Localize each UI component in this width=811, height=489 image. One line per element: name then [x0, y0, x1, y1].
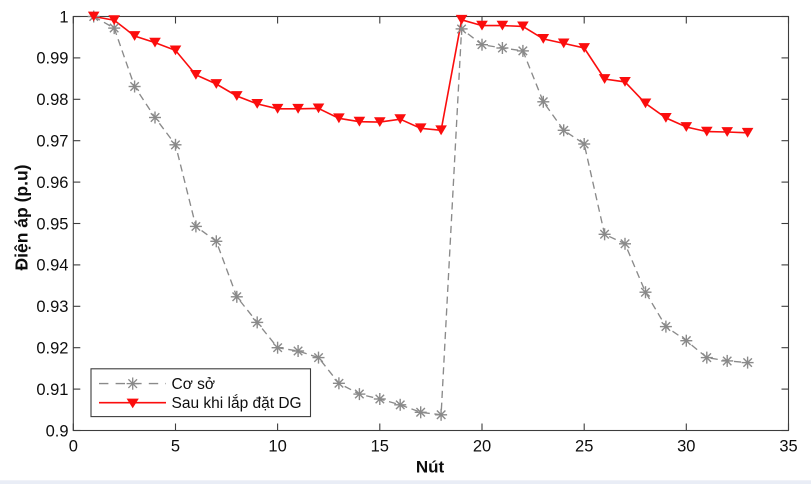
svg-text:0.92: 0.92 — [36, 340, 68, 358]
svg-text:0: 0 — [69, 437, 78, 455]
svg-text:35: 35 — [779, 437, 797, 455]
svg-text:0.91: 0.91 — [36, 381, 68, 399]
svg-text:5: 5 — [171, 437, 180, 455]
svg-text:30: 30 — [677, 437, 695, 455]
svg-text:Điện áp (p.u): Điện áp (p.u) — [12, 165, 32, 271]
svg-text:0.93: 0.93 — [36, 298, 68, 316]
svg-text:0.95: 0.95 — [36, 215, 68, 233]
svg-text:0.99: 0.99 — [36, 50, 68, 68]
svg-text:0.96: 0.96 — [36, 174, 68, 192]
svg-text:0.97: 0.97 — [36, 133, 68, 151]
svg-text:0.94: 0.94 — [36, 257, 68, 275]
svg-text:10: 10 — [268, 437, 286, 455]
svg-text:0.9: 0.9 — [46, 422, 69, 440]
svg-text:15: 15 — [371, 437, 389, 455]
svg-text:0.98: 0.98 — [36, 91, 68, 109]
svg-text:25: 25 — [575, 437, 593, 455]
svg-text:Sau khi lắp đặt DG: Sau khi lắp đặt DG — [172, 395, 302, 412]
svg-text:1: 1 — [59, 8, 68, 26]
svg-text:Cơ sở: Cơ sở — [172, 376, 216, 393]
svg-text:20: 20 — [473, 437, 491, 455]
svg-text:Nút: Nút — [416, 458, 445, 477]
